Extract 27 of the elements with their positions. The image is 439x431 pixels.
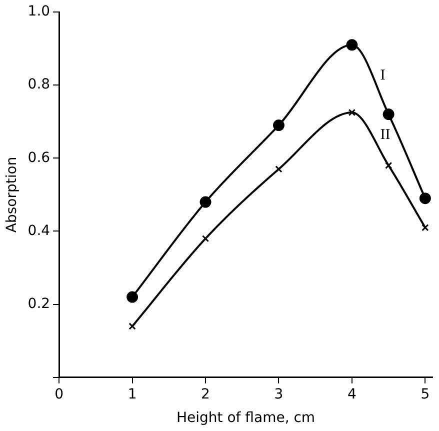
point [126,291,138,303]
x-tick-label: 3 [274,386,284,402]
point [419,192,431,204]
x-tick-label: 1 [128,386,137,402]
x-tick-label: 5 [420,386,430,402]
x-tick-label: 2 [201,386,210,402]
point [200,196,212,208]
point [384,162,392,170]
y-tick-label: 0.4 [28,222,50,239]
x-tick-label: 0 [54,386,64,402]
x-tick-label: 4 [347,386,356,402]
series-label: II [380,126,390,143]
y-tick-label: 0.8 [28,76,50,93]
point [128,322,136,330]
point [348,108,356,116]
point [382,108,394,120]
point [346,39,358,51]
point [202,234,210,242]
x-axis-title: Height of flame, cm [176,410,316,426]
y-tick-label: 0.2 [28,296,50,312]
y-tick-label: 1.0 [28,4,50,20]
y-tick-label: 0.6 [28,150,50,166]
y-axis-title: Absorption [4,156,20,233]
series-label: I [380,68,386,84]
point [272,120,284,132]
point [275,166,282,173]
point [422,224,429,232]
